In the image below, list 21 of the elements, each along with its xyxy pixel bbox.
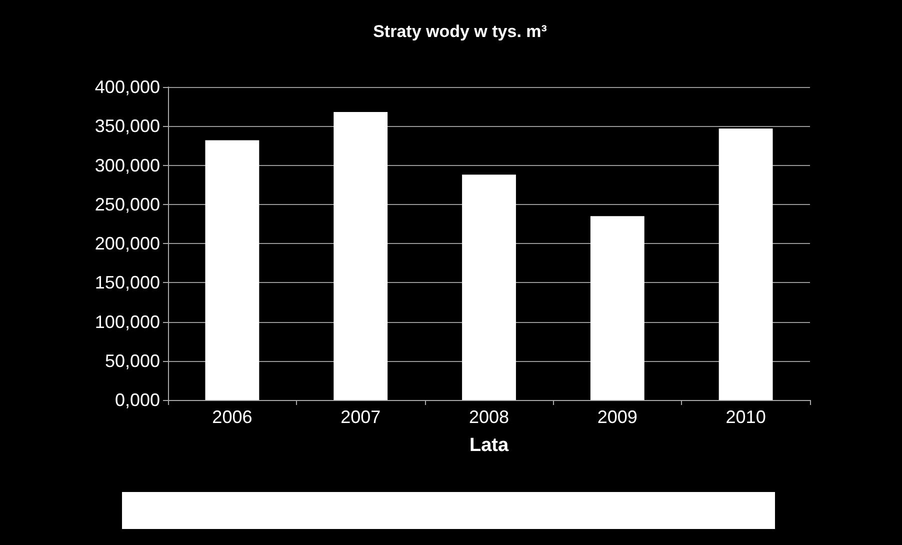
y-tick-label: 100,000 xyxy=(94,312,160,332)
bar xyxy=(718,128,773,400)
x-tick-label: 2007 xyxy=(340,407,381,427)
y-tick-label: 200,000 xyxy=(94,234,160,254)
bar xyxy=(334,112,388,400)
x-tick-label: 2008 xyxy=(468,407,510,427)
y-tick-label: 50,000 xyxy=(104,350,160,371)
y-tick-label: 0,000 xyxy=(114,390,160,410)
bar xyxy=(205,140,260,400)
x-tick-label: 2009 xyxy=(597,407,638,427)
y-tick-label: 350,000 xyxy=(94,116,160,136)
y-tick-label: 250,000 xyxy=(94,194,160,214)
x-tick-label: 2006 xyxy=(212,407,252,427)
y-tick-label: 300,000 xyxy=(94,155,160,176)
chart-title: Straty wody w tys. m³ xyxy=(373,22,548,41)
bar xyxy=(590,216,644,400)
y-tick-label: 400,000 xyxy=(94,77,160,97)
y-tick-label: 150,000 xyxy=(94,272,160,293)
x-axis-title: Lata xyxy=(469,435,509,456)
bar xyxy=(462,174,516,400)
x-tick-label: 2010 xyxy=(726,407,766,427)
